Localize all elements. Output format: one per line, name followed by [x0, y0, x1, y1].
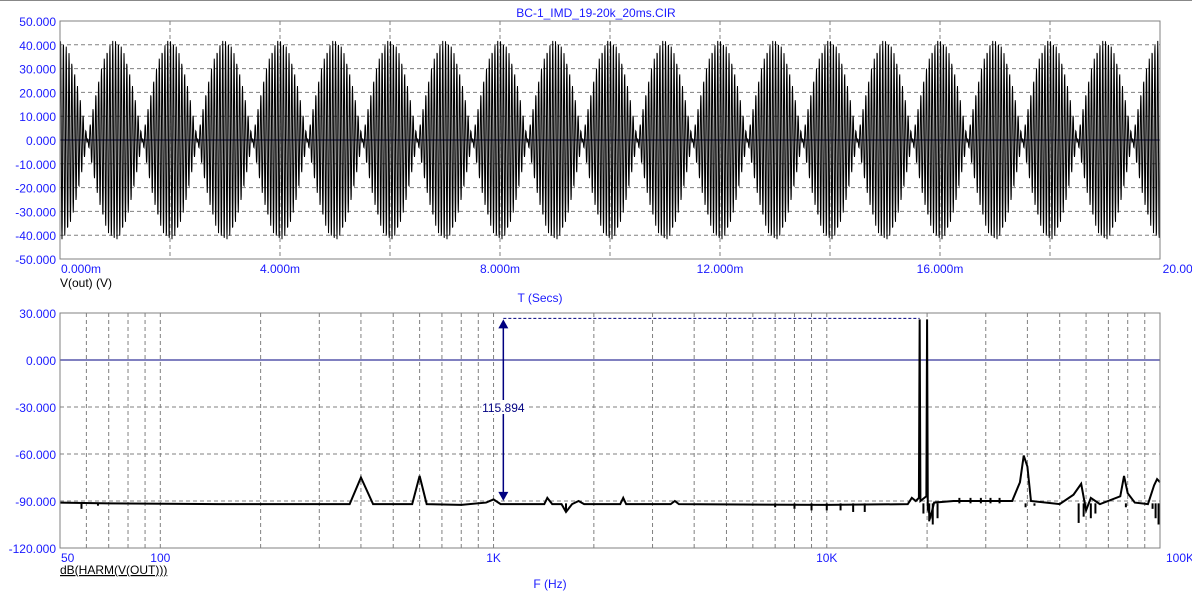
- x-tick-label: 12.000m: [697, 262, 744, 276]
- measure-label-bg: [481, 400, 528, 414]
- y-tick-label: 40.000: [19, 39, 56, 53]
- y-tick-label: 0.000: [26, 134, 56, 148]
- bottom-y-axis-label: dB(HARM(V(OUT))): [60, 563, 167, 577]
- arrow-up-icon: [498, 319, 509, 329]
- y-tick-label: 0.000: [26, 354, 56, 368]
- y-tick-label: 30.000: [19, 307, 56, 321]
- window-border: [0, 0, 1192, 1]
- x-tick-label: 100: [150, 551, 170, 565]
- y-tick-label: -60.000: [15, 448, 56, 462]
- y-tick-label: -20.000: [15, 182, 56, 196]
- spectrum-trace: [59, 319, 1161, 521]
- x-tick-label: 1K: [486, 551, 501, 565]
- x-tick-label: 0.000m: [61, 262, 101, 276]
- x-tick-label: 20.000m: [1163, 262, 1192, 276]
- x-tick-label: 8.000m: [480, 262, 520, 276]
- y-tick-label: 20.000: [19, 86, 56, 100]
- y-tick-label: 10.000: [19, 110, 56, 124]
- y-tick-label: -40.000: [15, 229, 56, 243]
- top-x-axis-label: T (Secs): [517, 291, 562, 305]
- y-tick-label: -120.000: [9, 542, 57, 556]
- time-domain-plot: 50.000 40.000 30.000 20.000 10.000 0.000 -10.0…: [15, 15, 1192, 276]
- y-tick-label: -30.000: [15, 205, 56, 219]
- y-tick-label: -90.000: [15, 495, 56, 509]
- waveform-trace: [59, 40, 1161, 240]
- y-tick-label: -50.000: [15, 253, 56, 267]
- x-tick-label: 50: [61, 551, 75, 565]
- plot-frame: [59, 312, 1161, 549]
- x-tick-label: 100K: [1166, 551, 1192, 565]
- spectrum-plot: 115.894 30.000 0.000 -30.000 -60.000 -90.000 -…: [9, 307, 1192, 565]
- x-tick-label: 4.000m: [260, 262, 300, 276]
- window-title: BC-1_IMD_19-20k_20ms.CIR: [516, 6, 676, 20]
- arrow-down-icon: [498, 491, 509, 501]
- bottom-x-axis-label: F (Hz): [533, 577, 566, 591]
- y-tick-label: -30.000: [15, 401, 56, 415]
- y-tick-label: -10.000: [15, 158, 56, 172]
- y-tick-label: 50.000: [19, 15, 56, 29]
- top-y-axis-label: V(out) (V): [60, 276, 112, 290]
- x-tick-label: 16.000m: [917, 262, 964, 276]
- measure-label: 115.894: [482, 401, 525, 415]
- plot-frame: [59, 20, 1161, 260]
- x-tick-label: 10K: [816, 551, 837, 565]
- y-tick-label: 30.000: [19, 63, 56, 77]
